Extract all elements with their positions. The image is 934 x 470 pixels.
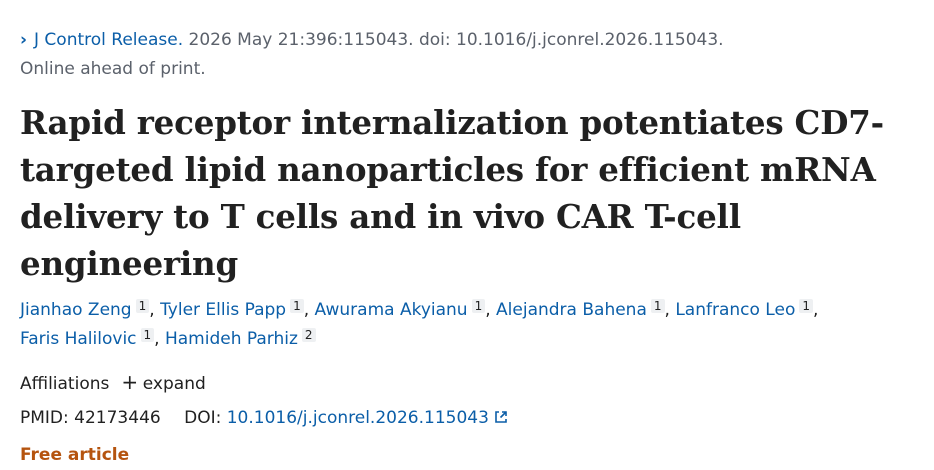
article-title: Rapid receptor internalization potentiat… [20,103,884,283]
author-item: Jianhao Zeng 1 [20,299,150,320]
affiliation-number[interactable]: 1 [290,299,304,313]
journal-link[interactable]: J Control Release. [34,30,184,50]
pmid-value: 42173446 [74,408,161,428]
author-separator: , [149,300,161,320]
doi-label: DOI: [184,408,222,428]
affiliations-toggle[interactable]: Affiliations + expand [20,368,920,399]
author-link[interactable]: Awurama Akyianu [314,300,468,320]
author-link[interactable]: Lanfranco Leo [675,300,796,320]
author-separator: , [154,329,165,349]
author-item: Faris Halilovic 1 [20,328,155,349]
affiliations-label: Affiliations [20,374,110,394]
pmid-label: PMID: [20,408,69,428]
author-link[interactable]: Hamideh Parhiz [164,329,298,349]
author-item: Lanfranco Leo 1 [675,299,813,320]
author-link[interactable]: Alejandra Bahena [496,300,647,320]
external-link-icon[interactable] [493,409,509,425]
affiliation-number[interactable]: 1 [799,299,813,313]
author-list: Jianhao Zeng 1, Tyler Ellis Papp 1, Awuram… [20,296,920,354]
author-link[interactable]: Tyler Ellis Papp [160,300,287,320]
author-link[interactable]: Faris Halilovic [20,329,137,349]
article-header: › J Control Release. 2026 May 21:396:1150… [20,26,920,470]
author-item: Alejandra Bahena 1 [496,299,665,320]
affiliation-number[interactable]: 1 [650,299,665,313]
author-separator: , [664,300,676,320]
author-item: Tyler Ellis Papp 1 [160,299,304,320]
chevron-right-icon[interactable]: › [20,30,28,50]
affiliation-number[interactable]: 1 [135,299,150,313]
article-identifiers: PMID: 42173446 DOI: 10.1016/j.jconrel.20… [20,404,920,433]
author-separator: , [303,300,315,320]
free-article-badge: Free article [20,445,130,465]
author-item: Hamideh Parhiz 2 [164,328,316,349]
citation: › J Control Release. 2026 May 21:396:1150… [20,26,920,84]
citation-details: 2026 May 21:396:115043. doi: 10.1016/j.j… [183,30,724,50]
plus-icon[interactable]: + [121,370,139,394]
publication-status: Online ahead of print. [20,59,206,79]
expand-label[interactable]: expand [142,374,206,394]
author-separator: , [485,300,497,320]
author-link[interactable]: Jianhao Zeng [20,300,132,320]
author-separator: , [812,300,819,320]
affiliation-number[interactable]: 1 [471,299,486,313]
citation-line: › J Control Release. 2026 May 21:396:1150… [20,26,920,55]
affiliation-number[interactable]: 1 [140,328,155,342]
doi-link[interactable]: 10.1016/j.jconrel.2026.115043 [227,408,509,428]
doi-value[interactable]: 10.1016/j.jconrel.2026.115043 [226,408,489,428]
affiliation-number[interactable]: 2 [301,328,316,342]
author-item: Awurama Akyianu 1 [314,299,486,320]
